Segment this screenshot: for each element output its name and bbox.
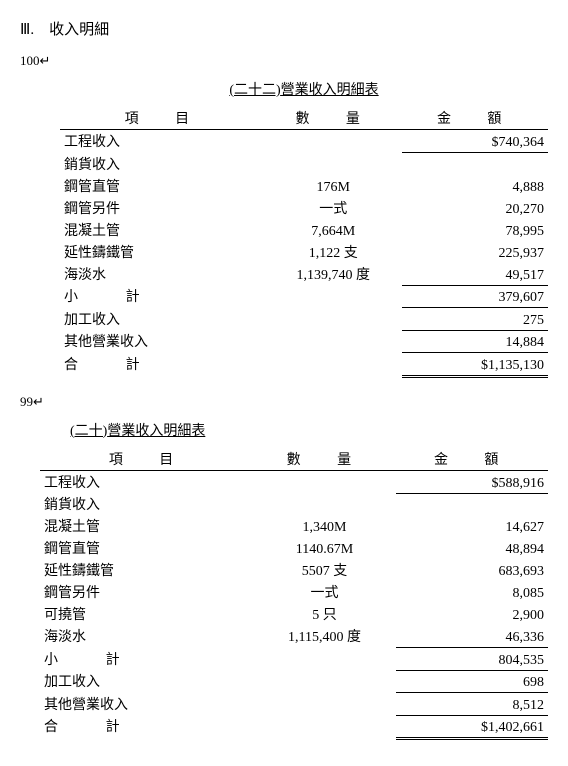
table-row: 工程收入 $588,916 bbox=[40, 470, 548, 493]
amt-cell: 2,900 bbox=[396, 603, 548, 625]
table-row: 延性鑄鐵管 5507 支 683,693 bbox=[40, 559, 548, 581]
total-label: 合 計 bbox=[40, 715, 253, 739]
section-heading: Ⅲ. 收入明細 bbox=[20, 18, 548, 39]
table-row: 銷貨收入 bbox=[40, 493, 548, 515]
item-cell: 其他營業收入 bbox=[60, 330, 265, 353]
table-row: 小 計 804,535 bbox=[40, 648, 548, 671]
item-cell: 鋼管另件 bbox=[40, 581, 253, 603]
table-header-row: 項 目 數 量 金 額 bbox=[60, 107, 548, 130]
table-row: 混凝土管 7,664M 78,995 bbox=[60, 219, 548, 241]
table-row: 海淡水 1,115,400 度 46,336 bbox=[40, 625, 548, 648]
item-cell: 混凝土管 bbox=[40, 515, 253, 537]
qty-cell: 1140.67M bbox=[253, 537, 395, 559]
item-cell: 海淡水 bbox=[60, 263, 265, 286]
qty-cell: 1,122 支 bbox=[265, 241, 402, 263]
amt-cell: 4,888 bbox=[402, 175, 548, 197]
table-row: 混凝土管 1,340M 14,627 bbox=[40, 515, 548, 537]
amt-cell: 14,884 bbox=[402, 330, 548, 353]
table1-title-prefix: (二十二) bbox=[229, 83, 280, 98]
total-label: 合 計 bbox=[60, 353, 265, 377]
item-cell: 工程收入 bbox=[40, 470, 253, 493]
table-row: 鋼管直管 1140.67M 48,894 bbox=[40, 537, 548, 559]
revenue-table-100: 項 目 數 量 金 額 工程收入 $740,364 銷貨收入 鋼管直管 176M… bbox=[60, 107, 548, 378]
table-row: 海淡水 1,139,740 度 49,517 bbox=[60, 263, 548, 286]
item-cell: 海淡水 bbox=[40, 625, 253, 648]
amt-cell: 225,937 bbox=[402, 241, 548, 263]
amt-cell: 46,336 bbox=[396, 625, 548, 648]
item-cell: 其他營業收入 bbox=[40, 693, 253, 716]
amt-cell: 698 bbox=[396, 670, 548, 693]
item-cell: 可撓管 bbox=[40, 603, 253, 625]
amt-cell: 20,270 bbox=[402, 197, 548, 219]
item-cell: 銷貨收入 bbox=[40, 493, 253, 515]
table2-title-prefix: (二十) bbox=[70, 424, 107, 439]
qty-cell: 一式 bbox=[265, 197, 402, 219]
qty-cell: 1,340M bbox=[253, 515, 395, 537]
hdr-amt: 金 額 bbox=[402, 107, 548, 130]
table2-title: (二十)營業收入明細表 bbox=[40, 420, 548, 440]
table2-title-text: 營業收入明細表 bbox=[107, 424, 205, 439]
amt-cell: $1,402,661 bbox=[396, 715, 548, 739]
amt-cell: 804,535 bbox=[396, 648, 548, 671]
item-cell: 鋼管另件 bbox=[60, 197, 265, 219]
table-header-row: 項 目 數 量 金 額 bbox=[40, 448, 548, 471]
item-cell: 鋼管直管 bbox=[60, 175, 265, 197]
qty-cell: 一式 bbox=[253, 581, 395, 603]
amt-cell: 14,627 bbox=[396, 515, 548, 537]
amt-cell: 379,607 bbox=[402, 285, 548, 308]
table-row: 加工收入 275 bbox=[60, 308, 548, 331]
item-cell: 混凝土管 bbox=[60, 219, 265, 241]
table-row: 工程收入 $740,364 bbox=[60, 130, 548, 153]
qty-cell: 1,139,740 度 bbox=[265, 263, 402, 286]
item-cell: 工程收入 bbox=[60, 130, 265, 153]
subtotal-label: 小 計 bbox=[40, 648, 253, 671]
amt-cell: 49,517 bbox=[402, 263, 548, 286]
table-total-row: 合 計 $1,402,661 bbox=[40, 715, 548, 739]
table-row: 其他營業收入 8,512 bbox=[40, 693, 548, 716]
item-cell: 加工收入 bbox=[40, 670, 253, 693]
amt-cell: $740,364 bbox=[402, 130, 548, 153]
amt-cell: 8,085 bbox=[396, 581, 548, 603]
hdr-qty: 數 量 bbox=[253, 448, 395, 471]
table1-title: (二十二)營業收入明細表 bbox=[60, 79, 548, 99]
amt-cell: $1,135,130 bbox=[402, 353, 548, 377]
revenue-table-99: 項 目 數 量 金 額 工程收入 $588,916 銷貨收入 混凝土管 1,34… bbox=[40, 448, 548, 741]
item-cell: 延性鑄鐵管 bbox=[60, 241, 265, 263]
hdr-amt: 金 額 bbox=[396, 448, 548, 471]
year-100-marker: 100↵ bbox=[20, 53, 548, 69]
table-row: 加工收入 698 bbox=[40, 670, 548, 693]
table-total-row: 合 計 $1,135,130 bbox=[60, 353, 548, 377]
item-cell: 延性鑄鐵管 bbox=[40, 559, 253, 581]
year-99-marker: 99↵ bbox=[20, 394, 548, 410]
item-cell: 鋼管直管 bbox=[40, 537, 253, 559]
item-cell: 銷貨收入 bbox=[60, 153, 265, 175]
table-row: 銷貨收入 bbox=[60, 153, 548, 175]
amt-cell: $588,916 bbox=[396, 470, 548, 493]
hdr-item: 項 目 bbox=[40, 448, 253, 471]
amt-cell: 8,512 bbox=[396, 693, 548, 716]
qty-cell: 176M bbox=[265, 175, 402, 197]
table-row: 延性鑄鐵管 1,122 支 225,937 bbox=[60, 241, 548, 263]
hdr-item: 項 目 bbox=[60, 107, 265, 130]
table-row: 鋼管另件 一式 8,085 bbox=[40, 581, 548, 603]
item-cell: 加工收入 bbox=[60, 308, 265, 331]
qty-cell: 5 只 bbox=[253, 603, 395, 625]
table-row: 小 計 379,607 bbox=[60, 285, 548, 308]
qty-cell bbox=[265, 130, 402, 153]
amt-cell: 48,894 bbox=[396, 537, 548, 559]
table-row: 可撓管 5 只 2,900 bbox=[40, 603, 548, 625]
table-row: 鋼管另件 一式 20,270 bbox=[60, 197, 548, 219]
amt-cell: 275 bbox=[402, 308, 548, 331]
subtotal-label: 小 計 bbox=[60, 285, 265, 308]
table1-title-text: 營業收入明細表 bbox=[281, 83, 379, 98]
qty-cell: 7,664M bbox=[265, 219, 402, 241]
table-row: 鋼管直管 176M 4,888 bbox=[60, 175, 548, 197]
amt-cell: 78,995 bbox=[402, 219, 548, 241]
qty-cell: 5507 支 bbox=[253, 559, 395, 581]
hdr-qty: 數 量 bbox=[265, 107, 402, 130]
table-row: 其他營業收入 14,884 bbox=[60, 330, 548, 353]
amt-cell: 683,693 bbox=[396, 559, 548, 581]
qty-cell: 1,115,400 度 bbox=[253, 625, 395, 648]
